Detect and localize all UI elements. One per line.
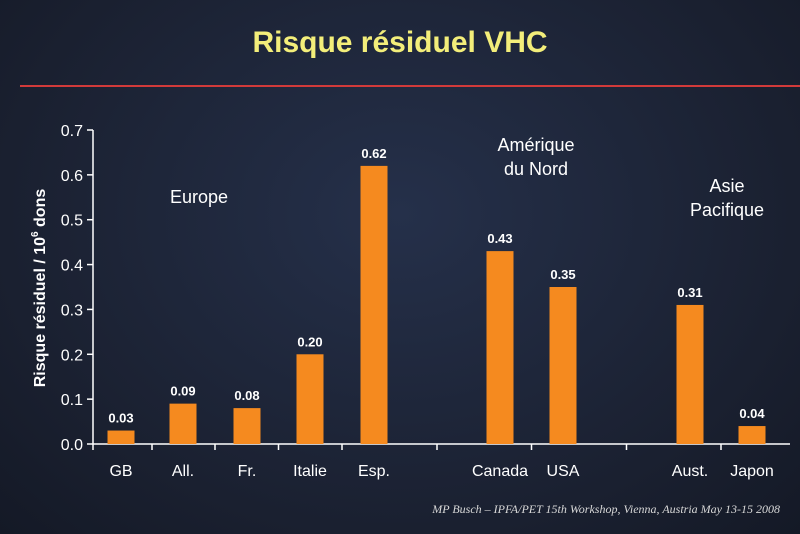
category-label: Aust. <box>672 463 708 480</box>
group-label: Amérique <box>497 135 574 155</box>
category-label: Italie <box>293 463 327 480</box>
category-label: GB <box>109 463 132 480</box>
footer-citation: MP Busch – IPFA/PET 15th Workshop, Vienn… <box>432 502 780 516</box>
bar-esp <box>360 165 388 444</box>
category-label: All. <box>172 463 194 480</box>
data-label: 0.43 <box>487 231 512 246</box>
y-axis-label: Risque résiduel / 106 dons <box>30 189 49 388</box>
y-tick-label: 0.1 <box>61 392 83 409</box>
y-tick-label: 0.7 <box>61 123 83 140</box>
chart-bars <box>107 165 766 444</box>
y-axis-label-superscript: 6 <box>30 231 41 237</box>
y-axis-label-tail: dons <box>32 189 49 232</box>
bar-all <box>169 403 197 444</box>
bar-canada <box>486 251 514 444</box>
data-label: 0.62 <box>361 146 386 161</box>
group-label: Pacifique <box>690 200 764 220</box>
y-tick-label: 0.5 <box>61 213 83 230</box>
category-label: Japon <box>730 463 774 480</box>
chart-labels: 0.03 GB 0.09 All. 0.08 Fr. 0.20 Italie 0.62 Esp. 0… <box>108 135 773 480</box>
y-tick-label: 0.0 <box>61 437 83 454</box>
group-label: Asie <box>709 176 744 196</box>
category-label: USA <box>547 463 580 480</box>
group-label: du Nord <box>504 159 568 179</box>
data-label: 0.04 <box>739 406 765 421</box>
y-tick-label: 0.6 <box>61 168 83 185</box>
data-label: 0.35 <box>550 267 575 282</box>
y-axis-label-main: Risque résiduel / 10 <box>32 237 49 387</box>
chart-axes: 0.0 0.1 0.2 0.3 0.4 0.5 0.6 0.7 <box>61 123 790 454</box>
bar-aust <box>676 304 704 444</box>
group-label: Europe <box>170 187 228 207</box>
category-label: Canada <box>472 463 528 480</box>
bar-gb <box>107 430 135 444</box>
bar-fr <box>233 408 261 444</box>
y-tick-label: 0.3 <box>61 302 83 319</box>
category-label: Esp. <box>358 463 390 480</box>
bar-usa <box>549 287 577 444</box>
title-divider <box>20 85 800 87</box>
chart-title: Risque résiduel VHC <box>252 26 548 59</box>
data-label: 0.31 <box>677 285 702 300</box>
bar-italie <box>296 354 324 444</box>
data-label: 0.08 <box>234 388 259 403</box>
data-label: 0.20 <box>297 334 322 349</box>
y-tick-label: 0.2 <box>61 347 83 364</box>
y-tick-label: 0.4 <box>61 258 83 275</box>
data-label: 0.03 <box>108 411 133 426</box>
data-label: 0.09 <box>170 384 195 399</box>
bar-japon <box>738 426 766 444</box>
category-label: Fr. <box>238 463 257 480</box>
